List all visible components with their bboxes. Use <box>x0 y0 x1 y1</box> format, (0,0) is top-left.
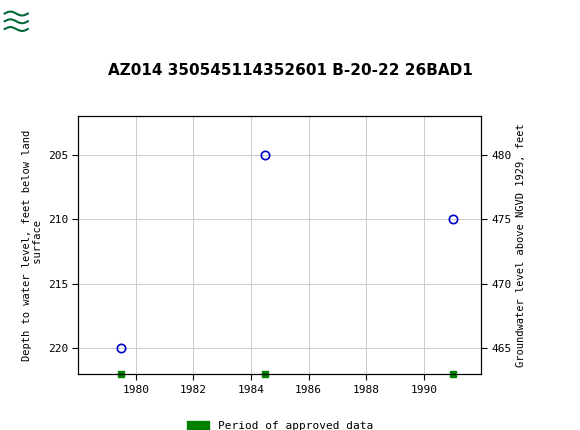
FancyBboxPatch shape <box>3 3 55 36</box>
Legend: Period of approved data: Period of approved data <box>182 417 378 430</box>
Text: USGS: USGS <box>32 10 87 28</box>
Text: AZ014 350545114352601 B-20-22 26BAD1: AZ014 350545114352601 B-20-22 26BAD1 <box>108 63 472 78</box>
Y-axis label: Groundwater level above NGVD 1929, feet: Groundwater level above NGVD 1929, feet <box>516 123 526 367</box>
Y-axis label: Depth to water level, feet below land
 surface: Depth to water level, feet below land su… <box>22 129 44 361</box>
